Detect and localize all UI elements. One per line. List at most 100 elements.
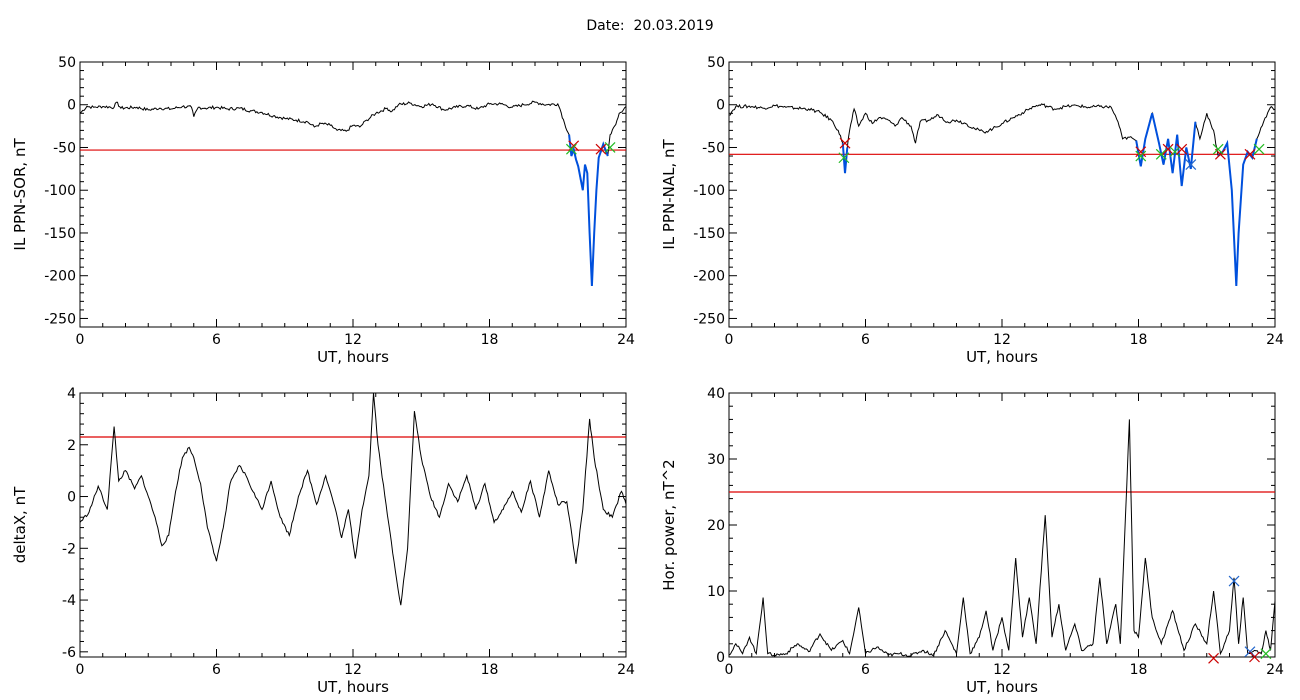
event-marker — [1135, 150, 1147, 162]
y-tick-label: -100 — [44, 183, 76, 199]
event-marker — [1185, 159, 1197, 171]
figure-title: Date: 20.03.2019 — [586, 18, 714, 34]
event-marker-stroke — [1185, 159, 1197, 171]
event-marker — [1253, 143, 1265, 155]
event-marker — [1249, 651, 1260, 663]
x-tick-label: 6 — [861, 662, 870, 678]
y-tick-label: 4 — [67, 386, 76, 402]
event-marker-stroke — [1260, 648, 1272, 660]
y-tick-label: 20 — [707, 518, 725, 534]
y-tick-label: 50 — [707, 55, 725, 71]
x-tick-label: 6 — [861, 332, 870, 348]
plot-frame — [728, 61, 1276, 328]
event-marker-stroke — [1208, 652, 1219, 664]
event-segment — [841, 143, 849, 174]
x-tick-label: 24 — [1266, 332, 1284, 348]
y-tick-label: 40 — [707, 386, 725, 402]
x-tick-label: 0 — [76, 332, 85, 348]
event-marker-stroke — [1155, 148, 1167, 160]
chart-panel-1: 0 6 12 18 24 50 0 -50 -100 -150 -200 -250 UT, hours I… — [11, 55, 635, 366]
event-marker — [1169, 146, 1181, 158]
chart-panel-4: 0 6 12 18 24 40 30 20 10 0 UT, hours Hor. power, nT… — [660, 386, 1284, 696]
x-tick-label: 12 — [344, 662, 362, 678]
x-tick-label: 0 — [725, 662, 734, 678]
series-line-1 — [80, 100, 626, 287]
x-tick-label: 24 — [617, 662, 635, 678]
event-marker-stroke — [839, 137, 851, 149]
x-axis-label: UT, hours — [966, 678, 1038, 696]
event-marker-stroke — [1228, 575, 1240, 587]
event-marker-stroke — [604, 142, 616, 153]
event-marker — [1260, 648, 1272, 660]
y-tick-label: -50 — [702, 140, 725, 156]
event-marker — [838, 152, 850, 164]
chart-panel-2: 0 6 12 18 24 50 0 -50 -100 -150 -200 -250 UT, hours I… — [660, 55, 1284, 366]
y-tick-label: -200 — [44, 269, 76, 285]
event-marker-stroke — [1214, 148, 1226, 160]
x-axis-label: UT, hours — [966, 348, 1038, 366]
x-tick-label: 6 — [212, 662, 221, 678]
event-marker-stroke — [1253, 143, 1265, 155]
x-tick-label: 24 — [617, 332, 635, 348]
y-tick-label: 30 — [707, 452, 725, 468]
event-marker — [1135, 146, 1147, 158]
y-tick-label: -250 — [693, 311, 725, 327]
event-marker-stroke — [1162, 143, 1174, 155]
y-tick-label: 2 — [67, 438, 76, 454]
x-tick-label: 18 — [481, 332, 499, 348]
x-tick-label: 18 — [1130, 662, 1148, 678]
event-marker-stroke — [838, 152, 850, 164]
y-tick-label: -2 — [62, 541, 76, 557]
x-axis-label: UT, hours — [317, 348, 389, 366]
y-tick-label: -150 — [693, 226, 725, 242]
x-tick-label: 0 — [76, 662, 85, 678]
y-axis-label: IL PPN-NAL, nT — [660, 139, 678, 250]
event-segment — [1135, 113, 1197, 187]
event-marker-stroke — [1244, 148, 1256, 160]
y-tick-label: -100 — [693, 183, 725, 199]
event-marker — [1212, 143, 1224, 155]
event-marker — [1228, 575, 1240, 587]
event-marker — [604, 142, 616, 153]
event-marker-stroke — [1212, 143, 1224, 155]
event-marker-stroke — [1135, 146, 1147, 158]
y-tick-label: -50 — [53, 140, 76, 156]
event-segment — [1217, 138, 1258, 287]
y-tick-label: 10 — [707, 584, 725, 600]
y-tick-label: 0 — [716, 98, 725, 114]
event-marker-stroke — [565, 143, 577, 155]
chart-panel-3: 0 6 12 18 24 4 2 0 -2 -4 -6 UT, hours deltaX, nT — [11, 386, 635, 696]
event-marker — [1176, 143, 1188, 155]
x-tick-label: 18 — [481, 662, 499, 678]
y-tick-label: 0 — [67, 98, 76, 114]
series-line-1 — [729, 419, 1275, 657]
x-tick-label: 12 — [344, 332, 362, 348]
x-tick-label: 0 — [725, 332, 734, 348]
y-tick-label: -4 — [62, 593, 76, 609]
event-marker — [1155, 148, 1167, 160]
event-marker-stroke — [1176, 143, 1188, 155]
x-tick-label: 12 — [993, 662, 1011, 678]
y-axis-label: IL PPN-SOR, nT — [11, 138, 29, 251]
y-tick-label: -250 — [44, 311, 76, 327]
event-marker-stroke — [1135, 150, 1147, 162]
plot-frame — [79, 61, 627, 328]
y-tick-label: -200 — [693, 269, 725, 285]
series-line-1 — [80, 393, 626, 606]
y-axis-label: Hor. power, nT^2 — [660, 459, 678, 590]
event-marker — [1162, 143, 1174, 155]
x-tick-label: 6 — [212, 332, 221, 348]
event-segment — [568, 134, 609, 287]
event-marker-stroke — [1169, 146, 1181, 158]
event-marker — [1208, 652, 1219, 664]
event-marker — [839, 137, 851, 149]
x-tick-label: 24 — [1266, 662, 1284, 678]
x-tick-label: 18 — [1130, 332, 1148, 348]
y-tick-label: 50 — [58, 55, 76, 71]
event-marker — [568, 140, 580, 152]
y-axis-label: deltaX, nT — [11, 486, 29, 563]
y-tick-label: 0 — [716, 650, 725, 666]
event-marker-stroke — [595, 143, 607, 155]
x-axis-label: UT, hours — [317, 678, 389, 696]
